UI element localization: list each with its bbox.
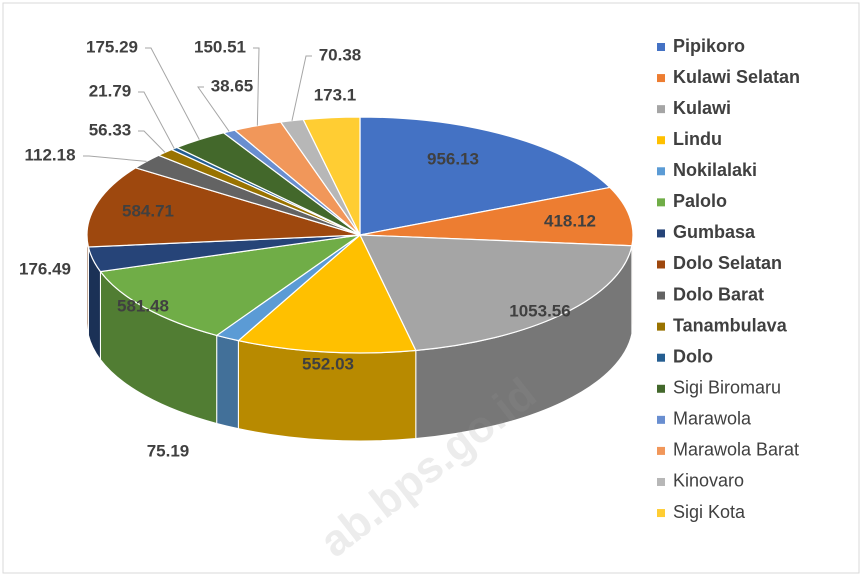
legend-label: Gumbasa bbox=[673, 222, 756, 242]
leader-line bbox=[83, 155, 147, 162]
leader-line bbox=[291, 55, 312, 121]
leader-line bbox=[253, 47, 260, 126]
data-label: 70.38 bbox=[319, 45, 362, 64]
legend-label: Kinovaro bbox=[673, 471, 744, 491]
legend-label: Marawola bbox=[673, 409, 752, 429]
data-label: 75.19 bbox=[147, 441, 190, 460]
legend-swatch bbox=[657, 43, 665, 51]
data-label: 552.03 bbox=[302, 354, 354, 373]
legend-label: Pipikoro bbox=[673, 36, 745, 56]
data-label: 150.51 bbox=[194, 37, 246, 56]
legend-swatch bbox=[657, 74, 665, 83]
leader-line bbox=[197, 86, 230, 132]
data-label: 1053.56 bbox=[509, 301, 570, 320]
data-label: 112.18 bbox=[24, 145, 75, 164]
slice bbox=[99, 234, 361, 337]
legend-label: Nokilalaki bbox=[673, 160, 757, 180]
legend-label: Dolo bbox=[673, 346, 713, 366]
legend-label: Sigi Kota bbox=[673, 502, 746, 522]
legend-swatch bbox=[657, 384, 665, 393]
legend-swatch bbox=[657, 353, 665, 362]
data-label: 21.79 bbox=[89, 81, 132, 100]
legend-swatch bbox=[657, 105, 665, 114]
data-label: 173.1 bbox=[314, 85, 357, 104]
legend-swatch bbox=[657, 509, 665, 518]
slice-side bbox=[216, 334, 239, 430]
data-label: 581.48 bbox=[117, 296, 169, 315]
leader-line bbox=[145, 47, 200, 140]
legend-swatch bbox=[657, 291, 665, 300]
slice bbox=[237, 234, 417, 354]
legend-label: Kulawi bbox=[673, 98, 731, 118]
legend-swatch bbox=[657, 167, 665, 176]
legend-label: Dolo Selatan bbox=[673, 253, 782, 273]
legend-swatch bbox=[657, 415, 665, 424]
data-label: 418.12 bbox=[544, 211, 596, 230]
legend-label: Tanambulava bbox=[673, 315, 788, 335]
legend-swatch bbox=[657, 229, 665, 238]
legend-label: Palolo bbox=[673, 191, 727, 211]
data-label: 584.71 bbox=[122, 201, 174, 220]
legend-swatch bbox=[657, 322, 665, 331]
legend-swatch bbox=[657, 446, 665, 455]
legend-label: Kulawi Selatan bbox=[673, 67, 800, 87]
legend-label: Dolo Barat bbox=[673, 284, 764, 304]
data-label: 56.33 bbox=[89, 120, 132, 139]
data-label: 176.49 bbox=[19, 259, 71, 278]
legend-swatch bbox=[657, 260, 665, 269]
slice bbox=[302, 116, 361, 236]
legend-label: Sigi Biromaru bbox=[673, 378, 781, 398]
slice-side bbox=[86, 234, 89, 336]
slice bbox=[359, 186, 634, 247]
legend-swatch bbox=[657, 136, 665, 145]
data-label: 956.13 bbox=[427, 149, 479, 168]
legend-swatch bbox=[657, 477, 665, 486]
legend-label: Lindu bbox=[673, 129, 722, 149]
slice bbox=[86, 167, 361, 248]
leader-line bbox=[138, 130, 166, 153]
data-label: 38.65 bbox=[211, 76, 254, 95]
legend-swatch bbox=[657, 198, 665, 207]
slice bbox=[359, 116, 612, 236]
leader-line bbox=[138, 91, 175, 149]
legend-label: Marawola Barat bbox=[673, 440, 799, 460]
data-label: 175.29 bbox=[86, 37, 138, 56]
slice bbox=[359, 234, 633, 352]
